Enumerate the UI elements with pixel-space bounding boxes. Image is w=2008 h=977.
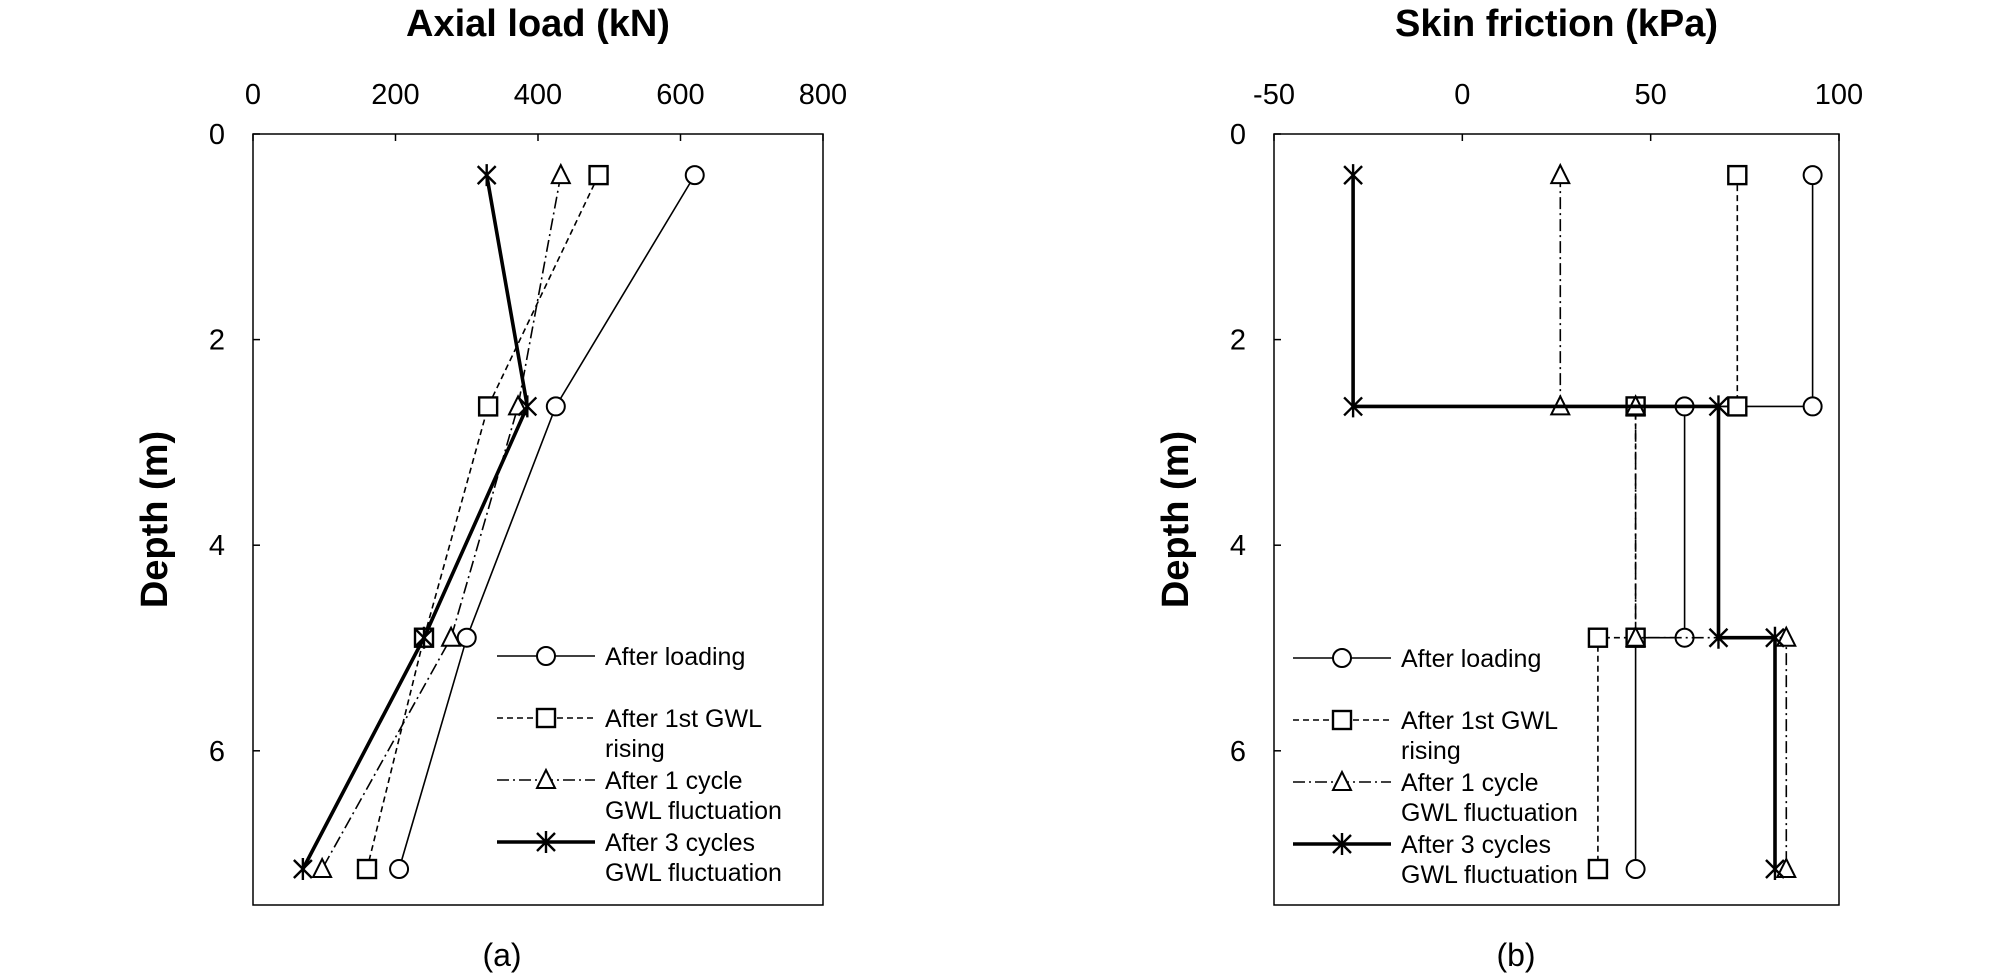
data-point-series-3 [1775,625,1797,647]
series-line-3 [1559,175,1788,869]
legend-label-2-line2: rising [605,735,665,763]
data-point-series-4 [476,164,497,187]
x-tick-label: 50 [1635,79,1667,111]
x-tick-label: 100 [1815,79,1863,111]
legend-marker-3 [1331,769,1353,791]
legend-marker-2 [535,707,557,729]
legend-label-3: After 1 cycle [1401,769,1539,797]
data-point-series-4 [1708,626,1729,649]
data-point-series-3 [1549,162,1571,185]
data-point-series-3 [1624,625,1647,647]
chart-title: Skin friction (kPa) [1395,3,1718,45]
plot-frame [1273,133,1840,906]
y-axis-label: Depth (m) [1155,431,1197,608]
legend-marker-2 [1331,709,1353,731]
series-line-4 [1351,175,1777,869]
legend-label-3-line2: GWL fluctuation [1401,799,1578,827]
data-point-series-3 [311,856,333,879]
y-tick-label: 0 [1230,119,1246,151]
legend-marker-3 [535,767,557,789]
data-point-series-4 [1343,164,1363,187]
data-point-series-2 [588,164,609,186]
data-point-series-4 [293,858,313,881]
data-point-series-1 [684,165,705,186]
y-tick-label: 0 [209,119,225,151]
x-tick-label: 0 [1454,79,1470,111]
data-point-series-3 [550,162,572,185]
y-tick-label: 6 [209,736,225,768]
data-point-series-4 [1343,395,1363,418]
data-point-series-4 [414,626,434,649]
chart-title: Axial load (kN) [406,3,670,45]
data-point-series-2 [1587,627,1609,648]
chart-panel-a: Axial load (kN) 0 200 400 600 800 0 2 4 6 Depth (m… [134,3,847,973]
data-series-group [293,162,705,881]
y-axis-label: Depth (m) [134,431,176,608]
y-tick-label: 4 [1230,530,1246,562]
series-line-1 [398,174,696,870]
data-point-series-2 [1727,396,1748,417]
series-line-2 [366,174,600,870]
legend-marker-4 [1332,833,1352,855]
legend-label-3-line2: GWL fluctuation [605,797,782,825]
panel-caption: (b) [1496,937,1535,973]
legend-marker-1 [1332,648,1352,668]
data-point-series-4 [1708,395,1729,418]
x-tick-label: -50 [1253,79,1295,111]
data-point-series-2 [477,396,499,417]
data-point-series-3 [1775,856,1797,879]
legend-label-4: After 3 cycles [605,829,755,857]
data-point-series-2 [1727,164,1748,186]
data-point-series-1 [1625,859,1646,880]
legend-label-3: After 1 cycle [605,767,743,795]
x-tick-label: 600 [656,79,704,111]
data-point-series-3 [440,625,462,647]
x-tick-label: 200 [371,79,419,111]
y-tick-label: 2 [1230,325,1246,357]
data-point-series-4 [517,395,538,418]
x-tick-label: 400 [514,79,562,111]
x-tick-label: 0 [245,79,261,111]
legend-label-4-line2: GWL fluctuation [1401,861,1578,889]
data-point-series-1 [545,396,566,417]
legend-marker-4 [536,831,556,853]
x-tick-label: 800 [799,79,847,111]
data-point-series-4 [1765,626,1785,649]
legend-label-1: After loading [1401,645,1541,673]
legend-label-1: After loading [605,643,745,671]
series-line-4 [301,174,530,870]
data-series-group [1343,162,1823,881]
series-line-2 [1597,175,1739,869]
data-point-series-4 [1765,858,1785,881]
data-point-series-2 [1587,858,1609,880]
data-point-series-1 [1802,396,1823,417]
legend-label-2-line2: rising [1401,737,1461,765]
data-point-series-2 [356,858,378,880]
series-line-3 [321,174,562,870]
data-point-series-1 [1802,165,1823,186]
data-point-series-1 [389,859,410,880]
y-tick-label: 6 [1230,736,1246,768]
y-tick-label: 4 [209,530,225,562]
legend-label-2: After 1st GWL [1401,707,1558,735]
series-line-1 [1634,175,1814,869]
legend-label-2: After 1st GWL [605,705,762,733]
panel-caption: (a) [482,937,521,973]
data-point-series-1 [456,627,477,648]
y-tick-label: 2 [209,325,225,357]
legend-label-4-line2: GWL fluctuation [605,859,782,887]
legend-marker-1 [536,646,556,666]
legend-label-4: After 3 cycles [1401,831,1551,859]
